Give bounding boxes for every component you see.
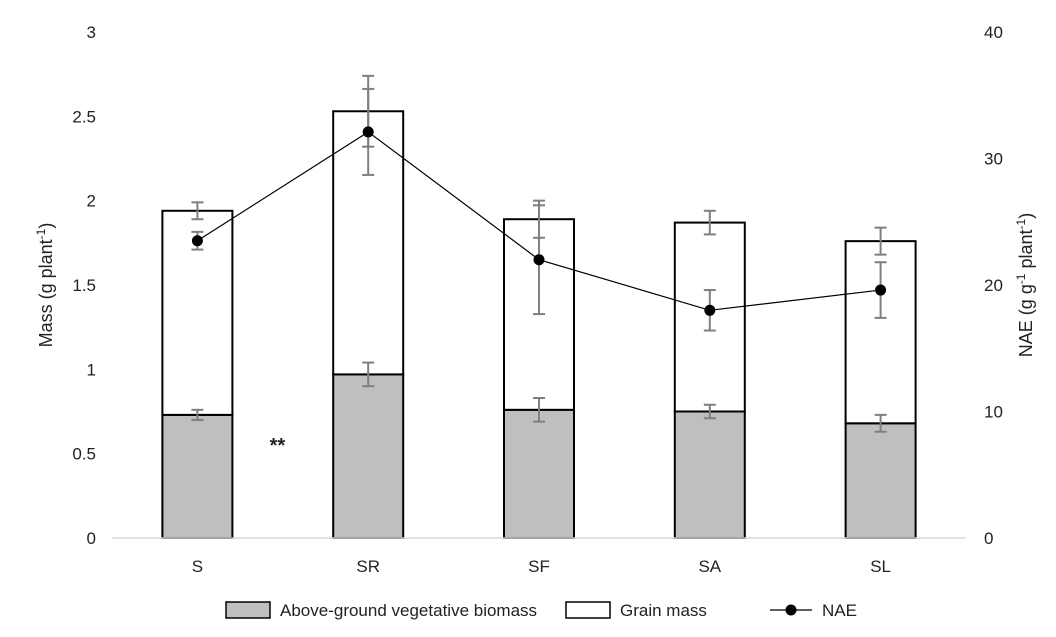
left-tick-label: 2 <box>87 192 96 211</box>
nae-point-SR <box>362 126 374 138</box>
right-tick-label: 20 <box>984 276 1003 295</box>
errorbar-biomass-SA <box>703 403 716 420</box>
errorbar-grain-SA <box>703 209 716 236</box>
left-axis-title-end: ) <box>36 223 56 229</box>
left-tick-label: 2.5 <box>72 107 96 126</box>
left-tick-label: 0 <box>87 529 96 548</box>
x-tick-label-S: S <box>192 557 203 576</box>
right-axis-title-sup2: -1 <box>1014 218 1028 229</box>
left-axis-title-sup: -1 <box>34 228 48 239</box>
errorbar-biomass-SR <box>362 361 375 388</box>
bar-biomass-SR <box>332 373 405 540</box>
errorbar-biomass-S <box>191 408 204 421</box>
right-tick-label: 0 <box>984 529 993 548</box>
left-tick-label: 1.5 <box>72 276 96 295</box>
legend-label-grain: Grain mass <box>620 601 707 620</box>
legend-swatch-biomass <box>225 601 271 619</box>
x-tick-label-SL: SL <box>870 557 891 576</box>
left-axis-title-main: Mass (g plant <box>36 239 56 347</box>
bar-biomass-SA <box>673 410 746 539</box>
nae-point-SL <box>875 284 887 296</box>
errorbar-biomass-SF <box>533 397 545 423</box>
errorbar-grain-SL <box>874 226 887 256</box>
legend-label-nae: NAE <box>822 601 857 620</box>
right-tick-label: 40 <box>984 23 1003 42</box>
legend: Above-ground vegetative biomass Grain mas… <box>225 601 857 620</box>
right-axis-title-mid: plant <box>1016 229 1036 273</box>
legend-swatch-grain <box>565 601 611 619</box>
right-axis-title-main: NAE (g g <box>1016 284 1036 357</box>
x-tick-label-SR: SR <box>356 557 380 576</box>
right-tick-label: 30 <box>984 150 1003 169</box>
nae-point-S <box>191 235 203 247</box>
right-axis-title: NAE (g g-1 plant-1) <box>1014 213 1036 357</box>
bar-biomass-SF <box>503 408 575 539</box>
nae-point-SA <box>704 304 716 316</box>
left-tick-label: 1 <box>87 360 96 379</box>
left-tick-label: 0.5 <box>72 445 96 464</box>
nae-line-layer <box>191 87 887 332</box>
x-tick-label-SA: SA <box>698 557 721 576</box>
bars-layer <box>112 110 966 540</box>
legend-marker-nae <box>785 604 797 616</box>
x-tick-label-SF: SF <box>528 557 550 576</box>
bar-biomass-S <box>161 413 234 539</box>
errorbar-biomass-SL <box>874 413 887 433</box>
axis-titles-layer: Mass (g plant-1)NAE (g g-1 plant-1) <box>34 213 1036 357</box>
right-axis-title-end: ) <box>1016 213 1036 219</box>
left-tick-label: 3 <box>87 23 96 42</box>
errorbar-grain-S <box>191 201 204 221</box>
legend-label-biomass: Above-ground vegetative biomass <box>280 601 537 620</box>
right-axis-title-sup1: -1 <box>1014 273 1028 284</box>
right-tick-label: 10 <box>984 403 1003 422</box>
left-axis-title: Mass (g plant-1) <box>34 223 56 348</box>
nae-point-SF <box>533 254 545 266</box>
significance-annotation: ** <box>270 435 286 457</box>
bar-biomass-SL <box>844 422 917 540</box>
